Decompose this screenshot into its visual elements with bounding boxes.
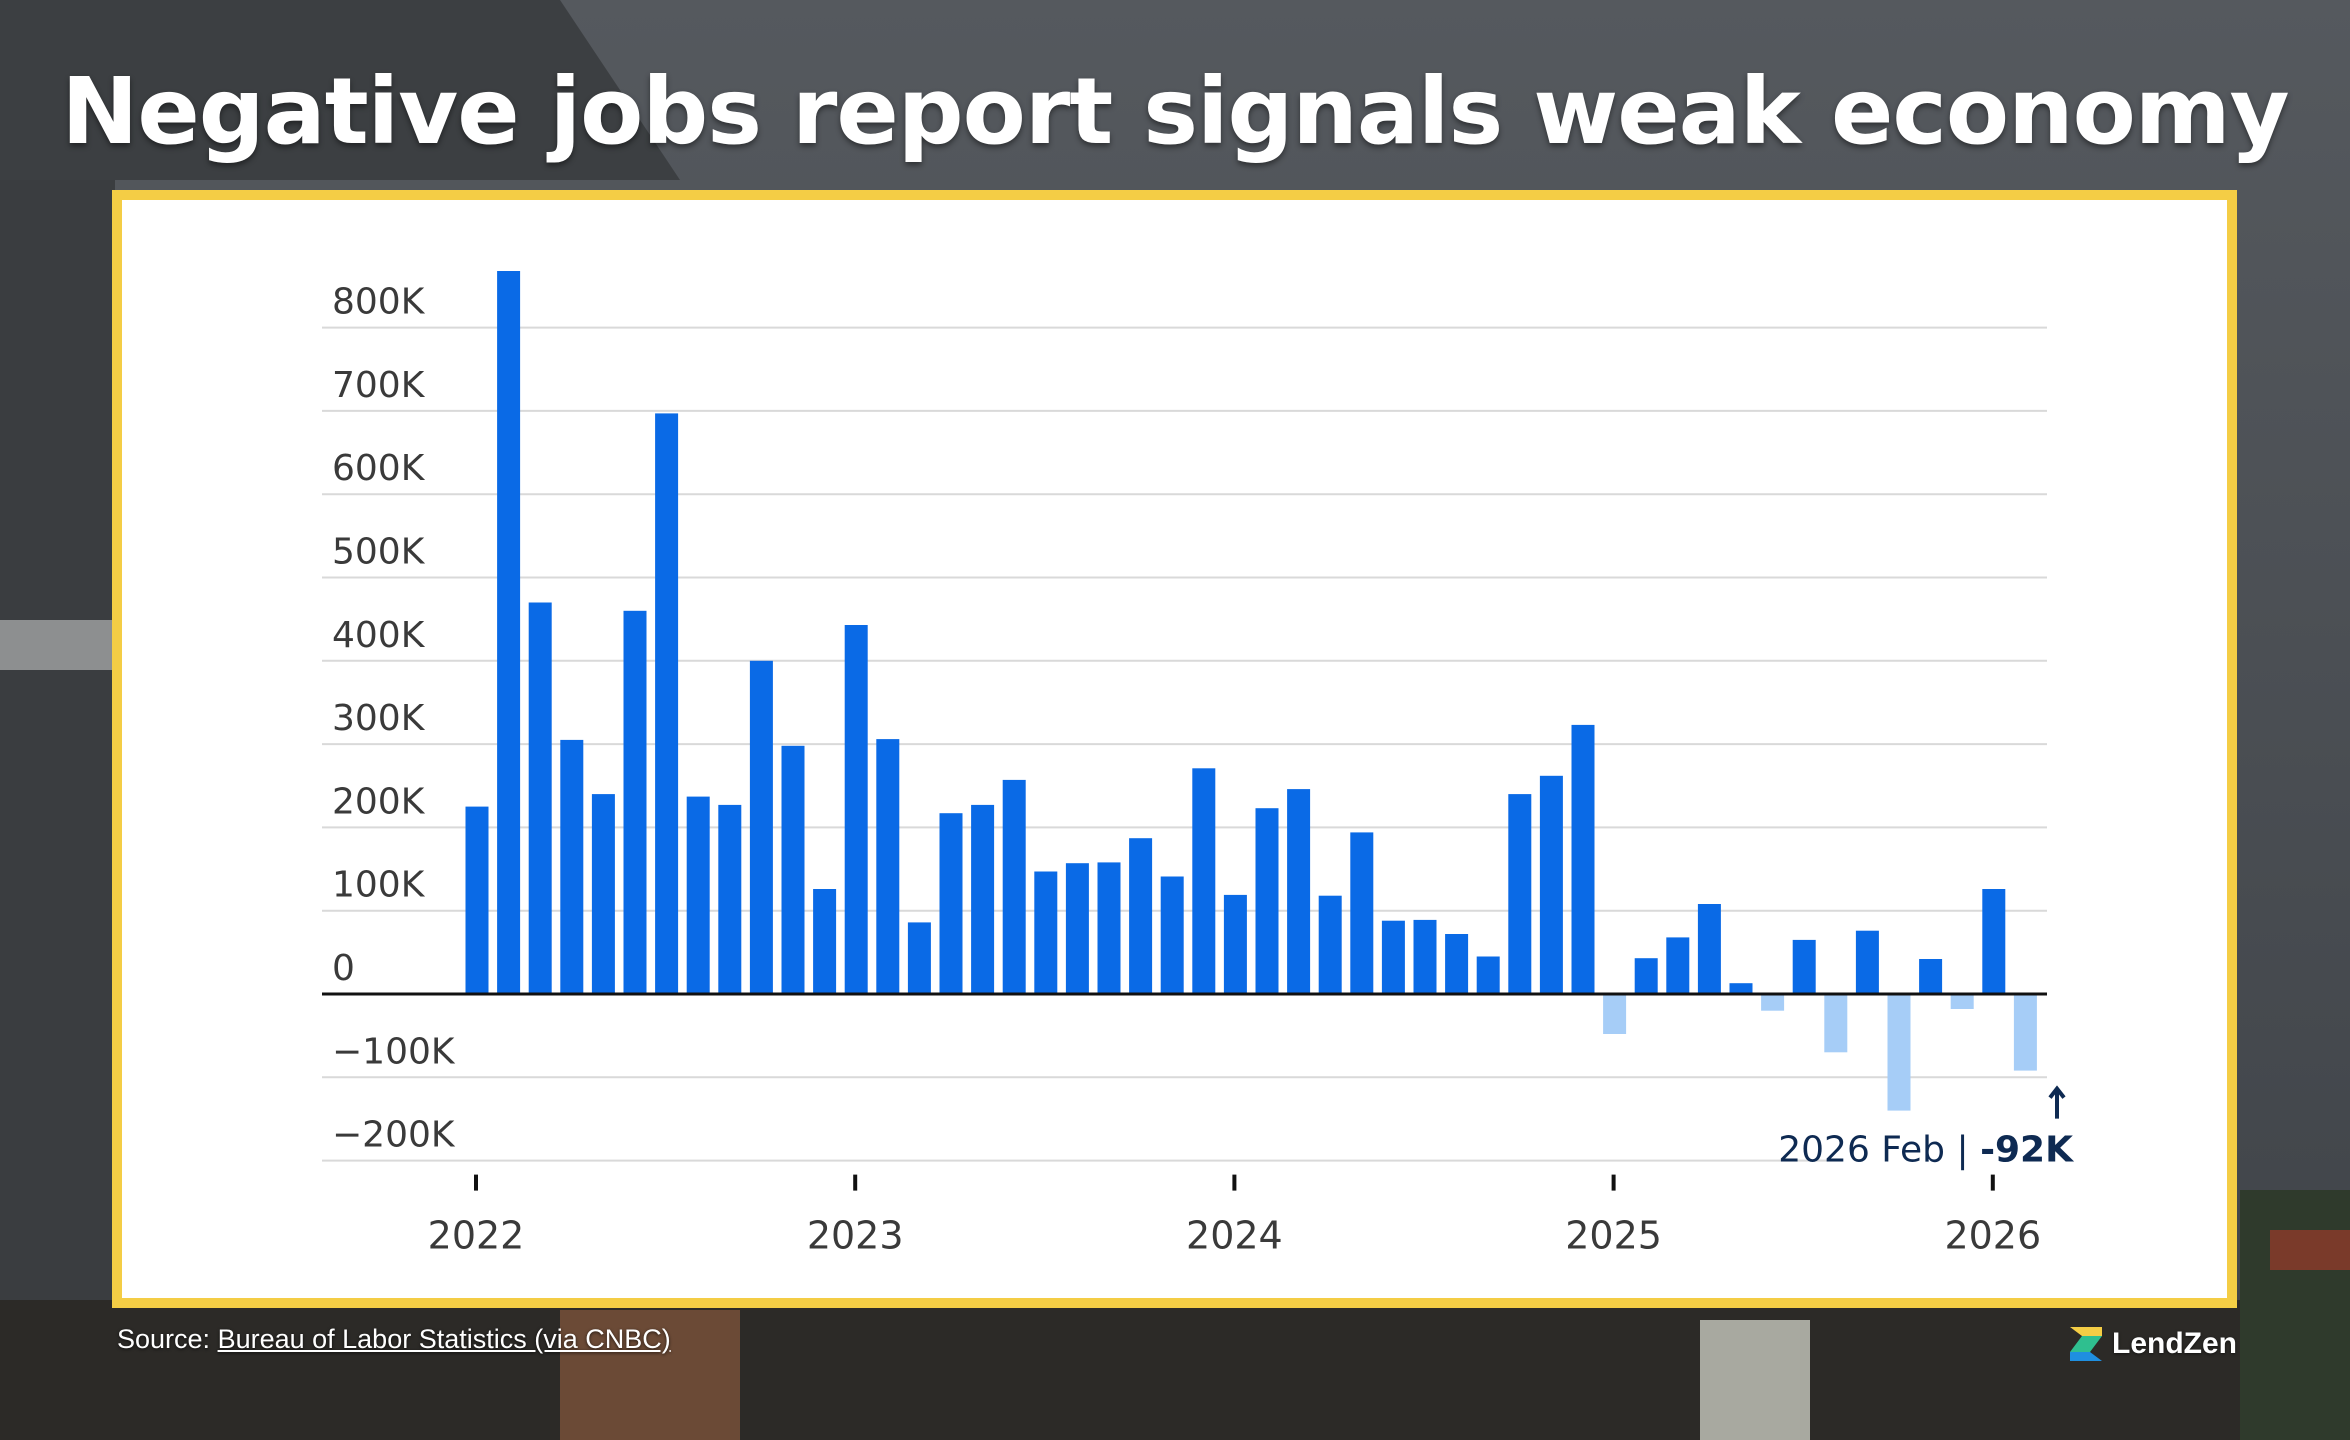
bar-2023-oct [1160, 876, 1184, 994]
source-link[interactable]: Bureau of Labor Statistics (via CNBC) [217, 1324, 671, 1354]
bar-2025-may [1761, 994, 1785, 1011]
x-tick-label: 2023 [807, 1214, 904, 1258]
lendzen-logo-icon [2070, 1327, 2102, 1361]
bar-2022-feb [528, 602, 552, 994]
bar-2024-feb [1287, 789, 1311, 994]
bar-2025-apr [1729, 983, 1753, 994]
bar-2024-jun [1413, 919, 1437, 994]
x-tick-label: 2025 [1565, 1214, 1662, 1258]
bar-2024-mar [1318, 895, 1342, 994]
bar-2023-apr [971, 804, 995, 994]
bar-2024-may [1381, 920, 1405, 994]
x-tick-label: 2024 [1186, 1214, 1283, 1258]
bar-2022-jan [497, 271, 521, 994]
y-tick-label: 0 [332, 948, 355, 989]
bar-2022-dec [844, 625, 868, 994]
bar-2024-apr [1350, 832, 1374, 994]
x-tick-label: 2022 [428, 1214, 525, 1258]
bar-2025-nov [1950, 994, 1974, 1009]
bar-2022-apr [591, 794, 615, 994]
bar-2023-jun [1034, 871, 1058, 994]
bar-2025-mar [1697, 904, 1721, 994]
annotation-text: 2026 Feb | -92K [1778, 1130, 2074, 1171]
annotation-background [1842, 1124, 2077, 1171]
y-tick-label: 200K [332, 781, 426, 822]
bar-2025-aug [1855, 930, 1879, 994]
x-axis: 2022 2023 2024 2025 2026 [428, 1174, 2041, 1258]
bar-2026-jan [2013, 994, 2037, 1071]
bar-chart: 800K 700K 600K 500K 400K 300K 200K 100K 0 −100K −2… [322, 271, 2077, 1258]
bar-2023-jan [876, 739, 900, 994]
arrow-up-icon [2048, 1085, 2066, 1119]
latest-value-annotation: 2026 Feb | -92K [1778, 1085, 2077, 1171]
bar-2023-jul [1065, 863, 1089, 994]
chart-frame: 800K 700K 600K 500K 400K 300K 200K 100K 0 −100K −2… [112, 190, 2237, 1308]
y-tick-label: 400K [332, 615, 426, 656]
bar-2024-jul [1445, 934, 1469, 994]
bar-2022-sep [749, 660, 773, 994]
bar-2023-aug [1097, 862, 1121, 994]
bar-2022-oct [781, 745, 805, 994]
bar-2025-jul [1824, 994, 1848, 1053]
y-tick-label: 300K [332, 698, 426, 739]
y-axis-labels: 800K 700K 600K 500K 400K 300K 200K 100K 0 −100K −2… [332, 282, 456, 1156]
brand-name: LendZen [2112, 1327, 2237, 1360]
y-tick-label: −200K [332, 1115, 456, 1156]
bar-2025-feb [1666, 937, 1690, 994]
x-tick-label: 2026 [1944, 1214, 2041, 1258]
source-note: Source: Bureau of Labor Statistics (via … [117, 1324, 671, 1355]
bar-2024-nov [1571, 724, 1595, 994]
bar-2025-jun [1792, 939, 1816, 994]
page-title: Negative jobs report signals weak econom… [61, 58, 2289, 165]
y-tick-label: 600K [332, 448, 426, 489]
annotation-value: -92K [1980, 1130, 2074, 1171]
bar-2024-jan [1255, 808, 1279, 994]
y-tick-label: −100K [332, 1031, 456, 1072]
annotation-label: 2026 Feb | [1778, 1130, 1980, 1171]
bar-2022-mar [560, 739, 584, 994]
bar-2024-oct [1539, 775, 1563, 994]
y-tick-label: 800K [332, 282, 426, 323]
bar-2023-may [1002, 779, 1026, 994]
bar-2022-jun [655, 413, 679, 994]
y-tick-label: 700K [332, 365, 426, 406]
bar-2023-mar [939, 813, 963, 994]
bar-2022-may [623, 610, 647, 994]
y-tick-label: 500K [332, 532, 426, 573]
bar-2023-sep [1129, 838, 1153, 994]
bar-2023-dec [1223, 894, 1247, 994]
source-prefix: Source: [117, 1324, 218, 1354]
bar-2024-sep [1508, 794, 1532, 994]
bar-2021-dec [465, 806, 489, 994]
bar-2025-oct [1919, 959, 1943, 994]
bar-2025-sep [1887, 994, 1911, 1111]
brand-logo: LendZen [2068, 1322, 2237, 1366]
gridlines [322, 326, 2047, 1162]
bar-2024-dec [1603, 994, 1627, 1034]
bar-2024-aug [1476, 956, 1500, 994]
bar-2023-nov [1192, 768, 1216, 994]
bar-2022-nov [813, 889, 837, 994]
bar-2025-dec [1982, 889, 2006, 994]
bars [465, 271, 2037, 1111]
bar-2022-jul [686, 796, 710, 994]
bar-2022-aug [718, 804, 742, 994]
bar-2025-jan [1634, 958, 1658, 994]
bar-2023-feb [907, 922, 931, 994]
y-tick-label: 100K [332, 865, 426, 906]
